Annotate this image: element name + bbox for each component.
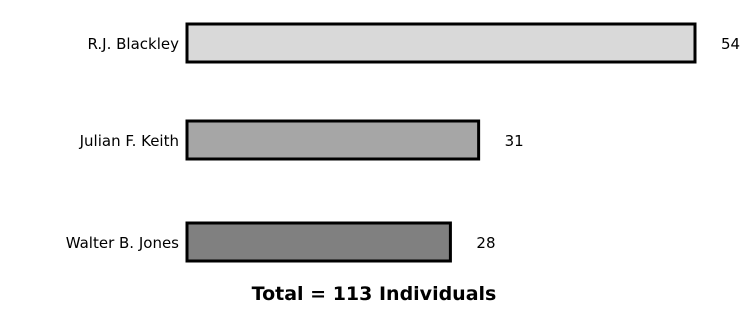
bars-group: R.J. Blackley 54 Julian F. Keith 31 Walter B… xyxy=(66,22,740,263)
value-label: 31 xyxy=(505,132,524,150)
bar-2 xyxy=(185,221,452,263)
value-label: 54 xyxy=(721,35,740,53)
total-annotation: Total = 113 Individuals xyxy=(252,283,497,305)
category-label: R.J. Blackley xyxy=(88,35,180,53)
category-label: Walter B. Jones xyxy=(66,234,179,252)
bar-0 xyxy=(185,22,697,64)
bar-1 xyxy=(185,119,481,161)
category-label: Julian F. Keith xyxy=(79,132,179,150)
value-label: 28 xyxy=(476,234,495,252)
